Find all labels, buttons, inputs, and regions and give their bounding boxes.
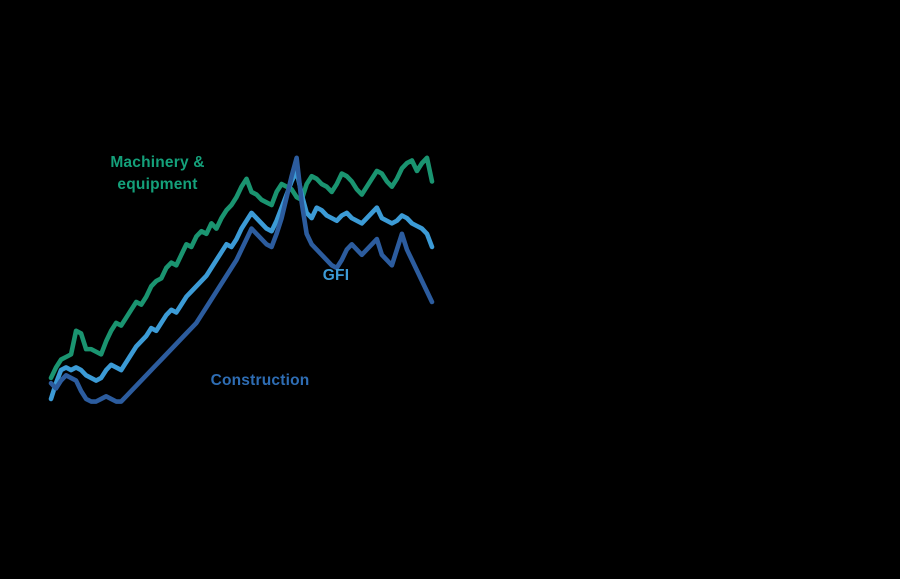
series-line-construction xyxy=(48,155,435,404)
series-line-gfi xyxy=(48,168,435,402)
series-line-machinery-equipment xyxy=(48,155,435,381)
series-label-machinery-equipment: Machinery & equipment xyxy=(110,154,205,193)
series-group xyxy=(48,155,435,404)
series-label-construction: Construction xyxy=(210,372,310,389)
series-label-gfi: GFI xyxy=(322,267,350,284)
